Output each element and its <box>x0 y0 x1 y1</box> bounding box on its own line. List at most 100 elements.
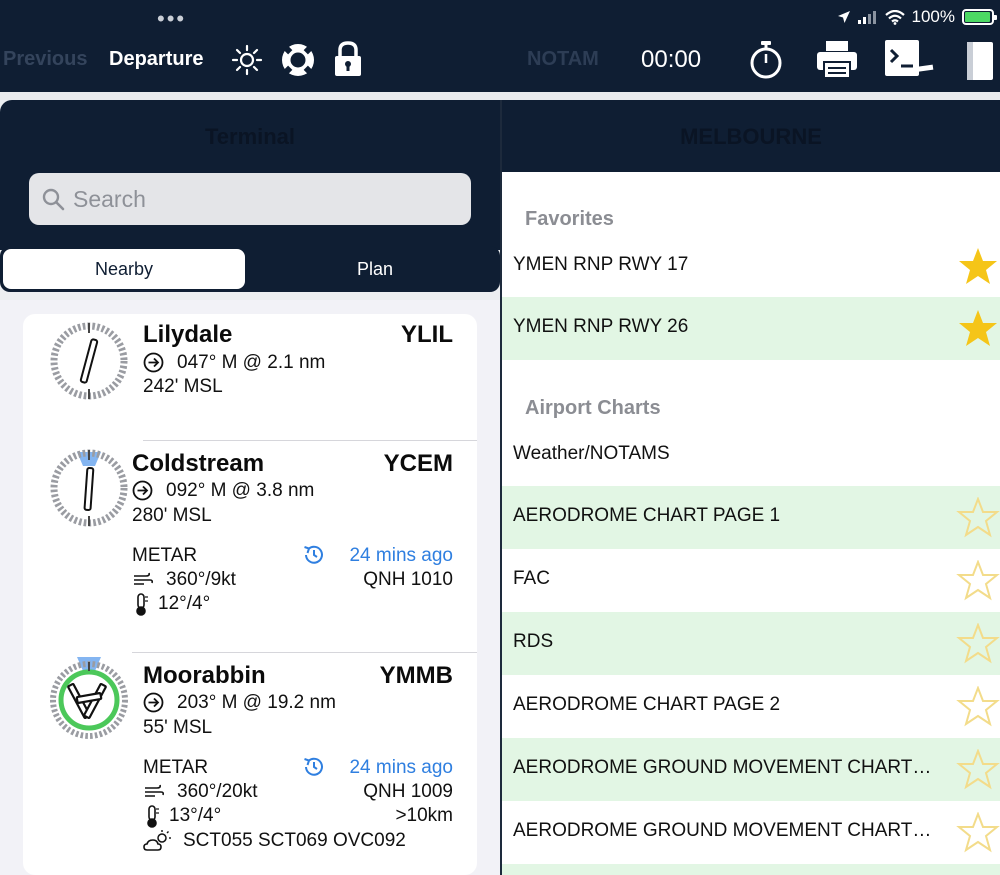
runway-dial-icon <box>50 449 128 527</box>
wind: 360°/20kt <box>177 781 258 802</box>
chart-row[interactable]: AERODROME CHART PAGE 2 <box>502 675 1000 738</box>
airport-name[interactable]: Moorabbin <box>143 662 266 689</box>
chart-label: YMEN RNP RWY 17 <box>513 254 689 275</box>
refresh-history-icon[interactable] <box>302 755 326 779</box>
star-outline-icon[interactable] <box>956 749 1000 791</box>
temperature-dewpoint: 13°/4° <box>169 805 222 826</box>
airport-name[interactable]: Lilydale <box>143 321 233 348</box>
star-outline-icon[interactable] <box>956 623 1000 665</box>
chart-label: RDS <box>513 631 554 652</box>
chart-row-favorite[interactable]: YMEN RNP RWY 17 <box>502 235 1000 298</box>
search-input[interactable]: Search <box>29 173 471 225</box>
chart-label: AERODROME GROUND MOVEMENT CHART… <box>513 820 932 841</box>
thermometer-icon <box>147 805 159 828</box>
chart-row[interactable]: AERODROME GROUND MOVEMENT CHART… <box>502 801 1000 864</box>
cloud-layers: SCT055 SCT069 OVC092 <box>183 830 406 851</box>
direction-arrow-icon <box>132 480 153 501</box>
metar-label: METAR <box>143 757 209 778</box>
stopwatch-icon[interactable] <box>748 40 784 80</box>
nearby-plan-segmented-control: Nearby Plan <box>0 246 500 292</box>
chart-row[interactable]: FAC <box>502 549 1000 612</box>
refresh-history-icon[interactable] <box>302 543 326 567</box>
lock-icon[interactable] <box>333 40 363 78</box>
temperature-dewpoint: 12°/4° <box>158 593 211 614</box>
departure-button[interactable]: Departure <box>109 48 204 70</box>
toolbar-separator <box>0 92 1000 100</box>
wind-icon <box>134 572 154 585</box>
qnh: QNH 1010 <box>363 569 453 590</box>
charts-title: MELBOURNE <box>680 124 822 149</box>
favorites-section-header: Favorites <box>525 208 614 230</box>
battery-percent: 100% <box>911 7 955 26</box>
chart-label: AERODROME GROUND MOVEMENT CHART… <box>513 757 932 778</box>
lifebuoy-icon[interactable] <box>279 41 317 79</box>
cellular-signal-icon <box>857 11 876 24</box>
direction-arrow-icon <box>143 352 164 373</box>
top-toolbar: ••• 100% Previous Departure <box>0 0 1000 92</box>
star-outline-icon[interactable] <box>956 560 1000 602</box>
metar-label: METAR <box>132 545 198 566</box>
chart-label: AERODROME CHART PAGE 2 <box>513 694 781 715</box>
checklist-icon[interactable] <box>883 38 935 80</box>
charts-header <box>502 100 1000 172</box>
book-icon[interactable] <box>963 40 995 82</box>
airport-list-card <box>23 314 477 875</box>
search-icon <box>42 188 65 211</box>
terminal-title: Terminal <box>204 124 296 149</box>
brightness-icon[interactable] <box>231 44 263 76</box>
chart-row-partial <box>502 864 1000 875</box>
status-bar: 100% <box>837 6 997 28</box>
divider <box>132 652 477 653</box>
chart-label: Weather/NOTAMS <box>513 443 670 464</box>
panel-separator <box>500 100 502 875</box>
chart-row[interactable]: AERODROME CHART PAGE 1 <box>502 486 1000 549</box>
star-outline-icon[interactable] <box>956 686 1000 728</box>
thermometer-icon <box>136 593 148 616</box>
wind: 360°/9kt <box>166 569 236 590</box>
chart-row-weather-notams[interactable]: Weather/NOTAMS <box>502 424 1000 487</box>
previous-button[interactable]: Previous <box>3 48 88 70</box>
search-placeholder: Search <box>73 186 146 212</box>
notam-button[interactable]: NOTAM <box>527 48 599 70</box>
metar-age[interactable]: 24 mins ago <box>349 545 453 566</box>
chart-label: YMEN RNP RWY 26 <box>513 316 689 337</box>
bearing-distance: 092° M @ 3.8 nm <box>166 480 315 501</box>
chart-label: AERODROME CHART PAGE 1 <box>513 505 781 526</box>
runway-dial-icon <box>50 657 128 739</box>
airport-charts-section-header: Airport Charts <box>525 397 661 419</box>
star-filled-icon[interactable] <box>956 308 1000 350</box>
chart-row[interactable]: AERODROME GROUND MOVEMENT CHART… <box>502 738 1000 801</box>
partly-cloudy-icon <box>143 830 171 851</box>
qnh: QNH 1009 <box>363 781 453 802</box>
chart-label: FAC <box>513 568 550 589</box>
bearing-distance: 203° M @ 19.2 nm <box>177 692 336 713</box>
wind-icon <box>145 784 165 797</box>
elevation: 242' MSL <box>143 376 223 397</box>
elevation: 280' MSL <box>132 505 212 526</box>
airport-code: YCEM <box>383 450 453 477</box>
runway-dial-icon <box>50 322 128 400</box>
elevation: 55' MSL <box>143 717 213 738</box>
printer-icon[interactable] <box>815 40 859 80</box>
direction-arrow-icon <box>143 692 164 713</box>
chart-row-favorite[interactable]: YMEN RNP RWY 26 <box>502 297 1000 360</box>
airport-code: YLIL <box>401 321 453 348</box>
wifi-icon <box>884 9 905 25</box>
multitask-dots-icon[interactable]: ••• <box>157 6 187 31</box>
timer-display[interactable]: 00:00 <box>641 46 702 73</box>
bearing-distance: 047° M @ 2.1 nm <box>177 352 326 373</box>
location-arrow-icon <box>837 11 850 23</box>
airport-name[interactable]: Coldstream <box>132 450 265 477</box>
airport-code: YMMB <box>379 662 453 689</box>
battery-icon <box>962 9 997 25</box>
tab-plan[interactable]: Plan <box>356 259 394 279</box>
tab-nearby[interactable]: Nearby <box>3 249 245 289</box>
star-outline-icon[interactable] <box>956 812 1000 854</box>
star-filled-icon[interactable] <box>956 246 1000 288</box>
divider <box>143 440 477 441</box>
metar-age[interactable]: 24 mins ago <box>349 757 453 778</box>
visibility: >10km <box>395 805 453 826</box>
chart-row[interactable]: RDS <box>502 612 1000 675</box>
star-outline-icon[interactable] <box>956 497 1000 539</box>
